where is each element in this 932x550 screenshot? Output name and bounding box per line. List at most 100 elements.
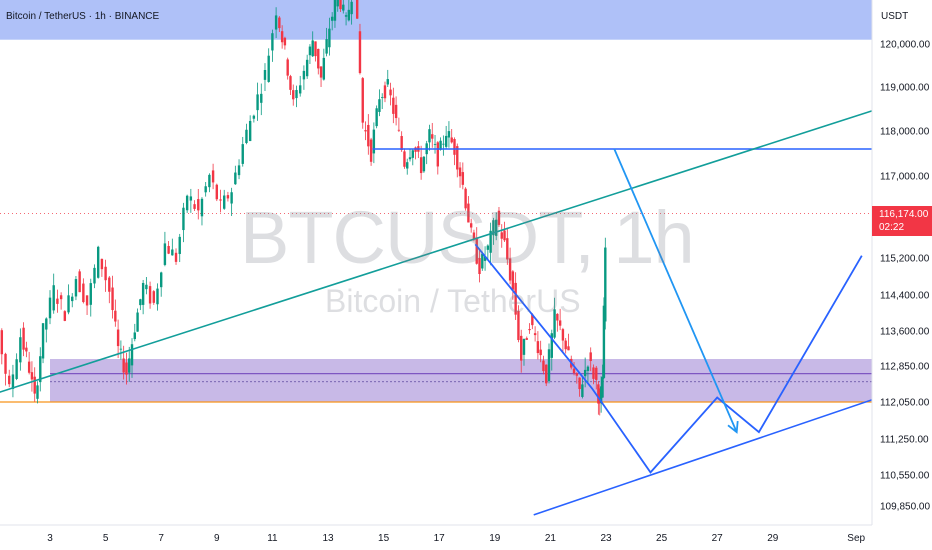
candle-body	[542, 360, 545, 372]
candle-body	[586, 366, 590, 371]
candle-body	[355, 0, 359, 19]
candle-body	[522, 338, 526, 355]
candle-body	[96, 246, 100, 278]
price-tick-label: 115,200.00	[880, 254, 930, 265]
candle-body	[461, 172, 465, 185]
last-price-badge: 116,174.00 02:22	[872, 206, 932, 236]
candle-body	[411, 150, 414, 158]
candle-body	[48, 297, 52, 319]
candle-body	[439, 140, 442, 150]
candle-body	[286, 59, 289, 76]
candle-body	[163, 243, 167, 265]
candle-body	[558, 320, 562, 326]
time-tick-label: 25	[656, 533, 668, 544]
candle-body	[128, 358, 131, 373]
candle-body	[381, 97, 384, 98]
watermark-symbol: BTCUSDT, 1h	[240, 196, 695, 279]
candle-body	[130, 344, 134, 366]
candle-body	[572, 368, 576, 374]
price-tick-label: 110,550.00	[880, 471, 930, 482]
candle-body	[442, 143, 445, 145]
candle-body	[111, 287, 114, 311]
candle-body	[71, 296, 74, 302]
candle-body	[358, 31, 362, 74]
candle-body	[108, 277, 111, 292]
candle-body	[167, 245, 170, 254]
last-price-value: 116,174.00	[879, 209, 929, 220]
candle-body	[237, 165, 241, 176]
time-tick-label: 29	[767, 533, 779, 544]
projection-arrowhead	[727, 421, 739, 434]
candle-body	[350, 1, 353, 15]
candle-body	[464, 188, 467, 209]
candle-body	[223, 195, 226, 209]
candle-body	[182, 207, 185, 231]
candle-body	[458, 167, 462, 177]
projection-drop-path	[474, 243, 863, 474]
candle-body	[431, 134, 434, 139]
candle-body	[375, 108, 378, 127]
candle-body	[93, 267, 96, 284]
candle-body	[489, 230, 492, 253]
candle-body	[100, 258, 104, 270]
time-tick-label: 5	[103, 533, 109, 544]
candle-countdown: 02:22	[879, 222, 905, 233]
candle-body	[36, 385, 39, 399]
candle-body	[506, 238, 509, 260]
candle-body	[333, 0, 337, 21]
candle-body	[561, 329, 565, 341]
candle-body	[204, 186, 207, 193]
candle-body	[556, 313, 559, 321]
candle-body	[0, 330, 4, 355]
candle-body	[197, 199, 200, 211]
candle-body	[148, 286, 152, 304]
time-tick-label: 9	[214, 533, 220, 544]
candle-body	[456, 146, 459, 170]
candle-body	[56, 298, 59, 304]
price-tick-label: 120,000.00	[880, 40, 930, 51]
candle-body	[271, 33, 274, 51]
candle-body	[578, 377, 581, 390]
lower-channel-line	[533, 385, 913, 516]
candle-body	[419, 157, 423, 174]
candle-body	[592, 367, 595, 379]
candle-body	[394, 104, 398, 119]
candle-body	[41, 323, 45, 359]
time-tick-label: 17	[434, 533, 446, 544]
candle-body	[517, 310, 520, 341]
time-tick-label: 3	[47, 533, 53, 544]
currency-label[interactable]: USDT	[881, 11, 909, 22]
candle-body	[185, 195, 189, 211]
candle-body	[497, 210, 501, 225]
candle-body	[283, 37, 287, 46]
candle-body	[305, 59, 309, 77]
candle-body	[450, 137, 453, 143]
candle-body	[116, 329, 120, 347]
symbol-title[interactable]: Bitcoin / TetherUS · 1h · BINANCE	[6, 11, 160, 22]
candle-body	[78, 271, 81, 293]
candle-body	[226, 195, 230, 199]
candle-body	[503, 230, 506, 241]
candle-body	[433, 144, 437, 145]
candle-body	[136, 312, 139, 332]
candle-body	[63, 311, 67, 321]
candle-body	[11, 374, 15, 389]
price-tick-label: 113,600.00	[880, 327, 930, 338]
candle-body	[367, 124, 370, 147]
candle-body	[486, 245, 490, 250]
candle-body	[508, 258, 512, 281]
candle-body	[256, 94, 259, 111]
candle-body	[208, 174, 211, 188]
candle-body	[478, 257, 481, 275]
candle-body	[436, 142, 440, 167]
candle-body	[260, 93, 263, 103]
price-tick-label: 119,000.00	[880, 83, 930, 94]
candle-body	[295, 89, 298, 99]
candle-body	[248, 120, 252, 142]
candle-body	[330, 16, 334, 21]
candle-body	[145, 284, 148, 290]
candle-body	[533, 333, 537, 336]
candle-body	[567, 346, 570, 351]
